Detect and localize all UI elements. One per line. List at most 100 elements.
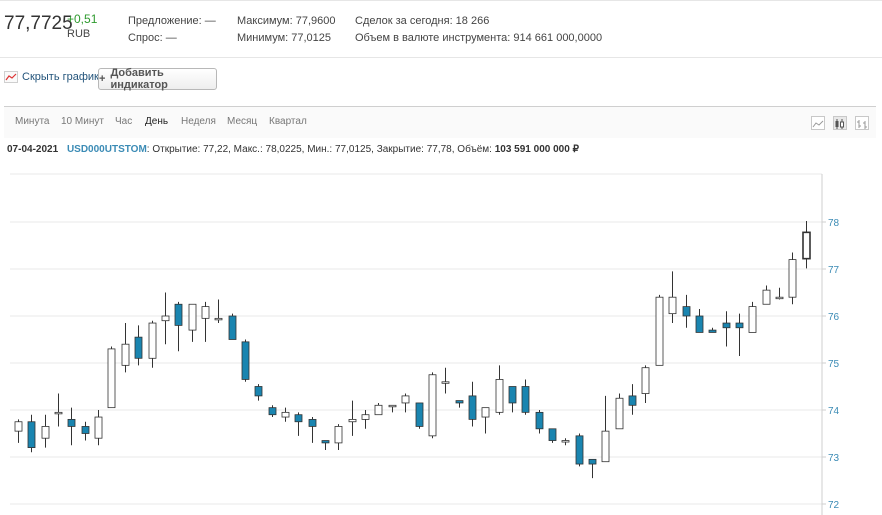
candle bbox=[802, 220, 811, 269]
candle bbox=[174, 301, 183, 352]
candle bbox=[481, 407, 490, 434]
candle-body-up bbox=[441, 381, 450, 384]
candle bbox=[321, 440, 330, 450]
hide-chart-label: Скрыть график bbox=[22, 71, 99, 83]
y-tick-label: 73 bbox=[828, 453, 840, 464]
candle bbox=[735, 313, 744, 356]
candle-body-up bbox=[374, 404, 383, 416]
candle-body-down bbox=[468, 395, 477, 420]
candle bbox=[374, 402, 383, 416]
grid-layer bbox=[10, 173, 822, 505]
candle bbox=[308, 417, 317, 443]
candle bbox=[762, 285, 771, 305]
add-indicator-label: Добавить индикатор bbox=[110, 67, 168, 91]
candle bbox=[561, 438, 570, 446]
candle bbox=[695, 308, 704, 333]
candle-body-down bbox=[228, 315, 237, 340]
price-change: +0,51 bbox=[67, 12, 98, 26]
candlestick-chart: 72 73 74 75 76 77 78 bbox=[10, 173, 840, 515]
candle bbox=[54, 393, 63, 427]
candle bbox=[161, 292, 170, 345]
candle-body-up bbox=[54, 411, 63, 415]
offer-label: Предложение: — bbox=[128, 15, 216, 27]
candle bbox=[188, 303, 197, 342]
candle bbox=[401, 393, 410, 413]
candle bbox=[628, 384, 637, 415]
min-label: Минимум: 77,0125 bbox=[237, 32, 332, 44]
candle-body-up bbox=[148, 322, 157, 359]
tab-minute[interactable]: Минута bbox=[15, 116, 50, 127]
candle bbox=[521, 379, 530, 415]
candle-body-down bbox=[27, 421, 36, 449]
candle-body-down bbox=[588, 458, 597, 465]
candle bbox=[254, 384, 263, 401]
candle bbox=[668, 271, 677, 324]
bid-label: Спрос: — bbox=[128, 32, 177, 44]
y-tick-label: 75 bbox=[828, 359, 840, 370]
y-tick-label: 78 bbox=[828, 218, 840, 229]
candle bbox=[388, 404, 397, 413]
candle-body-down bbox=[174, 303, 183, 326]
candle-body-up bbox=[334, 426, 343, 444]
candle-body-down bbox=[575, 435, 584, 465]
candle bbox=[94, 410, 103, 446]
candle-body-up bbox=[615, 397, 624, 430]
candle-body-up bbox=[748, 306, 757, 333]
candle-body-up bbox=[107, 348, 116, 409]
candle bbox=[708, 327, 717, 333]
candle bbox=[722, 311, 731, 347]
candle bbox=[655, 294, 664, 366]
ohlc-volume: 103 591 000 000 ₽ bbox=[494, 144, 579, 155]
candle bbox=[268, 405, 277, 418]
tab-quarter[interactable]: Квартал bbox=[269, 116, 307, 127]
candle-body-down bbox=[67, 418, 76, 427]
candlestick-chart-icon[interactable] bbox=[833, 116, 847, 130]
candle-body-up bbox=[361, 414, 370, 420]
candle-body-down bbox=[708, 329, 717, 333]
candle-body-down bbox=[415, 402, 424, 427]
candle-body-up bbox=[655, 296, 664, 366]
candle-body-up bbox=[561, 440, 570, 443]
candle-body-up bbox=[201, 306, 210, 319]
ohlc-ticker[interactable]: USD000UTSTOM bbox=[66, 144, 147, 155]
candle-body-up bbox=[41, 426, 50, 439]
ohlc-info-line: 07-04-2021 USD000UTSTOM: Открытие: 77,22… bbox=[7, 144, 579, 155]
candle-body-down bbox=[321, 440, 330, 444]
tab-month[interactable]: Месяц bbox=[227, 116, 258, 127]
candle-body-up bbox=[161, 315, 170, 322]
candle bbox=[428, 372, 437, 439]
candle-body-up bbox=[788, 259, 797, 298]
candle-body-up bbox=[762, 289, 771, 305]
candle-layer bbox=[14, 220, 811, 479]
candle-body-up bbox=[668, 296, 677, 315]
tab-week[interactable]: Неделя bbox=[181, 116, 216, 127]
candle bbox=[281, 407, 290, 422]
candle-body-up bbox=[281, 411, 290, 418]
tab-10-minutes[interactable]: 10 Минут bbox=[61, 116, 104, 127]
candle-body-up bbox=[428, 374, 437, 437]
candle bbox=[415, 402, 424, 429]
candle-body-down bbox=[722, 322, 731, 329]
candle-body-down bbox=[548, 428, 557, 441]
candle bbox=[455, 400, 464, 408]
candle bbox=[361, 410, 370, 429]
candle bbox=[134, 325, 143, 366]
candle bbox=[508, 386, 517, 413]
candle-body-up bbox=[802, 231, 811, 260]
candle bbox=[121, 323, 130, 373]
candle-body-up bbox=[775, 296, 784, 300]
line-chart-icon[interactable] bbox=[811, 116, 825, 130]
quote-panel: 77,7725 +0,51 RUB Предложение: — Спрос: … bbox=[0, 0, 882, 58]
trades-today-label: Сделок за сегодня: 18 266 bbox=[355, 15, 490, 27]
ohlc-date: 07-04-2021 bbox=[7, 144, 59, 155]
candle bbox=[334, 424, 343, 450]
add-indicator-button[interactable]: + Добавить индикатор bbox=[98, 67, 217, 91]
hide-chart-link[interactable]: Скрыть график bbox=[4, 70, 99, 84]
bar-chart-icon[interactable] bbox=[855, 116, 869, 130]
candle bbox=[775, 287, 784, 300]
tab-hour[interactable]: Час bbox=[115, 116, 133, 127]
candle-body-up bbox=[401, 395, 410, 404]
tab-day[interactable]: День bbox=[145, 116, 169, 127]
candle-body-up bbox=[388, 404, 397, 408]
candle bbox=[67, 407, 76, 446]
